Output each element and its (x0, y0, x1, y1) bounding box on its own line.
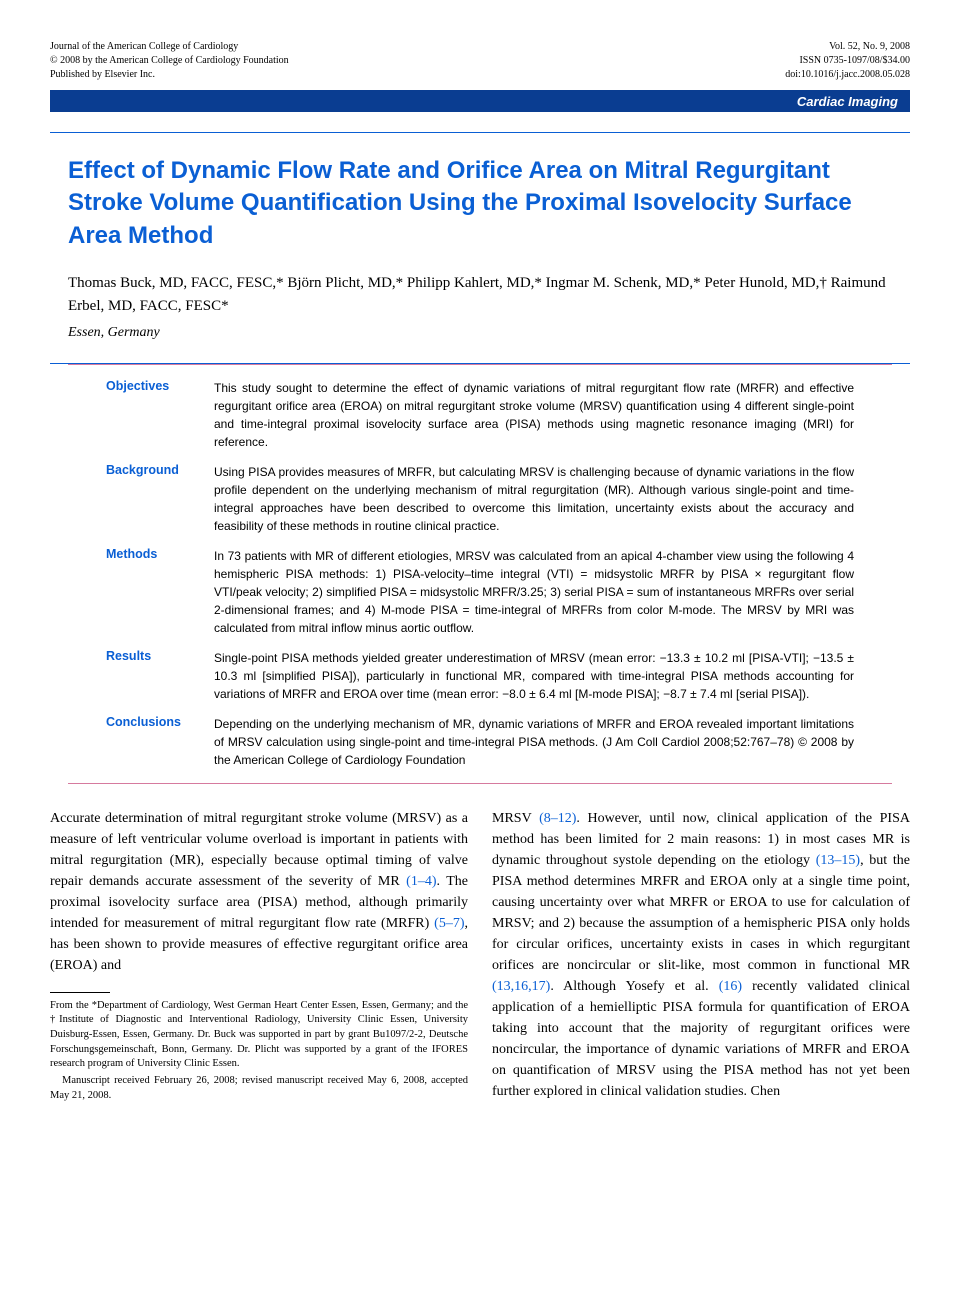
body-paragraph: Accurate determination of mitral regurgi… (50, 808, 468, 976)
abstract-label: Results (106, 649, 214, 703)
abstract-label: Background (106, 463, 214, 535)
abstract-block: Objectives This study sought to determin… (68, 364, 892, 784)
body-paragraph: MRSV (8–12). However, until now, clinica… (492, 808, 910, 1102)
citation-link[interactable]: (1–4) (406, 874, 436, 889)
journal-header: Journal of the American College of Cardi… (50, 40, 910, 82)
abstract-label: Methods (106, 547, 214, 637)
column-left: Accurate determination of mitral regurgi… (50, 808, 468, 1104)
doi-line: doi:10.1016/j.jacc.2008.05.028 (785, 68, 910, 82)
footnote-dates: Manuscript received February 26, 2008; r… (50, 1074, 468, 1103)
abstract-objectives: Objectives This study sought to determin… (106, 379, 854, 451)
citation-link[interactable]: (8–12) (539, 811, 576, 826)
volume-issue: Vol. 52, No. 9, 2008 (785, 40, 910, 54)
abstract-label: Objectives (106, 379, 214, 451)
abstract-background: Background Using PISA provides measures … (106, 463, 854, 535)
abstract-conclusions: Conclusions Depending on the underlying … (106, 715, 854, 769)
abstract-results: Results Single-point PISA methods yielde… (106, 649, 854, 703)
abstract-text: Single-point PISA methods yielded greate… (214, 649, 854, 703)
citation-link[interactable]: (13–15) (816, 853, 860, 868)
issn-line: ISSN 0735-1097/08/$34.00 (785, 54, 910, 68)
footnote-affiliations: From the *Department of Cardiology, West… (50, 999, 468, 1072)
abstract-text: In 73 patients with MR of different etio… (214, 547, 854, 637)
body-text: , but the PISA method determines MRFR an… (492, 853, 910, 973)
body-text: . Although Yosefy et al. (550, 979, 718, 994)
copyright-line: © 2008 by the American College of Cardio… (50, 54, 289, 68)
body-text: MRSV (492, 811, 539, 826)
citation-link[interactable]: (13,16,17) (492, 979, 550, 994)
citation-link[interactable]: (5–7) (434, 916, 464, 931)
section-bar: Cardiac Imaging (50, 90, 910, 112)
citation-link[interactable]: (16) (719, 979, 742, 994)
body-columns: Accurate determination of mitral regurgi… (50, 808, 910, 1104)
abstract-label: Conclusions (106, 715, 214, 769)
title-block: Effect of Dynamic Flow Rate and Orifice … (50, 132, 910, 364)
journal-name: Journal of the American College of Cardi… (50, 40, 289, 54)
abstract-text: Depending on the underlying mechanism of… (214, 715, 854, 769)
publisher-line: Published by Elsevier Inc. (50, 68, 289, 82)
abstract-methods: Methods In 73 patients with MR of differ… (106, 547, 854, 637)
author-list: Thomas Buck, MD, FACC, FESC,* Björn Plic… (68, 272, 892, 319)
column-right: MRSV (8–12). However, until now, clinica… (492, 808, 910, 1104)
section-label: Cardiac Imaging (797, 94, 898, 109)
abstract-text: This study sought to determine the effec… (214, 379, 854, 451)
footnote-rule (50, 992, 110, 993)
affiliation: Essen, Germany (68, 325, 892, 341)
header-left: Journal of the American College of Cardi… (50, 40, 289, 82)
abstract-text: Using PISA provides measures of MRFR, bu… (214, 463, 854, 535)
header-right: Vol. 52, No. 9, 2008 ISSN 0735-1097/08/$… (785, 40, 910, 82)
article-title: Effect of Dynamic Flow Rate and Orifice … (68, 155, 892, 252)
body-text: recently validated clinical application … (492, 979, 910, 1099)
